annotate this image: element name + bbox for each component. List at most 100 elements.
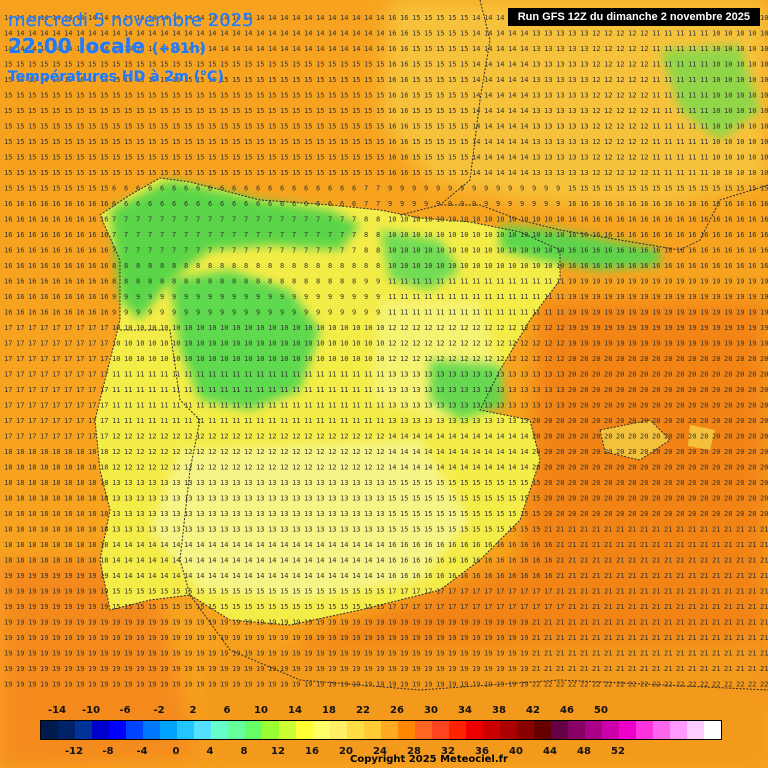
svg-text:19: 19 [4, 665, 12, 673]
svg-text:11: 11 [676, 76, 684, 84]
svg-text:11: 11 [520, 278, 528, 286]
svg-text:14: 14 [496, 92, 504, 100]
svg-text:11: 11 [400, 309, 408, 317]
svg-text:10: 10 [760, 107, 768, 115]
svg-text:13: 13 [328, 510, 336, 518]
svg-text:14: 14 [472, 169, 480, 177]
svg-text:17: 17 [76, 402, 84, 410]
svg-text:9: 9 [160, 293, 164, 301]
svg-text:15: 15 [244, 154, 252, 162]
svg-text:6: 6 [184, 185, 188, 193]
svg-text:15: 15 [112, 588, 120, 596]
svg-text:14: 14 [160, 30, 168, 38]
svg-text:13: 13 [436, 417, 444, 425]
svg-text:20: 20 [592, 479, 600, 487]
svg-text:14: 14 [304, 14, 312, 22]
svg-text:6: 6 [148, 200, 152, 208]
svg-text:21: 21 [616, 634, 624, 642]
svg-text:7: 7 [112, 247, 116, 255]
svg-text:13: 13 [316, 479, 324, 487]
svg-text:15: 15 [604, 185, 612, 193]
svg-text:14: 14 [352, 45, 360, 53]
svg-text:15: 15 [88, 169, 96, 177]
svg-text:17: 17 [16, 433, 24, 441]
svg-text:19: 19 [352, 665, 360, 673]
legend-swatch [330, 721, 347, 739]
legend-swatch [432, 721, 449, 739]
svg-text:18: 18 [88, 541, 96, 549]
svg-text:13: 13 [544, 92, 552, 100]
svg-text:20: 20 [688, 417, 696, 425]
svg-text:19: 19 [496, 619, 504, 627]
svg-text:16: 16 [64, 262, 72, 270]
svg-text:16: 16 [700, 262, 708, 270]
svg-text:19: 19 [724, 293, 732, 301]
svg-text:14: 14 [4, 30, 12, 38]
svg-text:11: 11 [652, 154, 660, 162]
svg-text:16: 16 [388, 138, 396, 146]
svg-text:19: 19 [28, 634, 36, 642]
svg-text:10: 10 [496, 216, 504, 224]
svg-text:14: 14 [208, 557, 216, 565]
svg-text:10: 10 [724, 154, 732, 162]
svg-text:19: 19 [88, 650, 96, 658]
svg-text:6: 6 [160, 200, 164, 208]
svg-text:20: 20 [760, 479, 768, 487]
svg-text:10: 10 [724, 92, 732, 100]
svg-text:12: 12 [628, 30, 636, 38]
svg-text:15: 15 [208, 76, 216, 84]
svg-text:17: 17 [4, 355, 12, 363]
svg-text:14: 14 [328, 541, 336, 549]
svg-text:20: 20 [556, 433, 564, 441]
svg-text:15: 15 [328, 169, 336, 177]
svg-text:21: 21 [592, 603, 600, 611]
svg-text:10: 10 [760, 76, 768, 84]
svg-text:17: 17 [28, 386, 36, 394]
svg-text:13: 13 [460, 417, 468, 425]
svg-text:14: 14 [472, 154, 480, 162]
svg-text:10: 10 [748, 154, 756, 162]
svg-text:13: 13 [448, 371, 456, 379]
svg-text:21: 21 [604, 634, 612, 642]
svg-text:15: 15 [268, 61, 276, 69]
svg-text:14: 14 [484, 138, 492, 146]
svg-text:19: 19 [4, 603, 12, 611]
svg-text:7: 7 [148, 231, 152, 239]
svg-text:21: 21 [664, 634, 672, 642]
svg-text:9: 9 [328, 309, 332, 317]
svg-text:16: 16 [76, 278, 84, 286]
svg-text:19: 19 [16, 572, 24, 580]
svg-text:19: 19 [724, 340, 732, 348]
svg-text:16: 16 [400, 92, 408, 100]
svg-text:15: 15 [460, 61, 468, 69]
svg-text:19: 19 [52, 572, 60, 580]
svg-text:8: 8 [376, 216, 380, 224]
svg-text:13: 13 [112, 510, 120, 518]
svg-text:19: 19 [748, 293, 756, 301]
svg-text:14: 14 [220, 45, 228, 53]
svg-text:22: 22 [568, 681, 576, 689]
svg-text:19: 19 [16, 619, 24, 627]
svg-text:19: 19 [508, 619, 516, 627]
svg-text:15: 15 [412, 510, 420, 518]
svg-text:19: 19 [244, 634, 252, 642]
svg-text:15: 15 [640, 185, 648, 193]
svg-text:16: 16 [40, 293, 48, 301]
svg-text:20: 20 [724, 355, 732, 363]
svg-text:11: 11 [388, 278, 396, 286]
svg-text:13: 13 [268, 479, 276, 487]
svg-text:11: 11 [268, 386, 276, 394]
svg-text:16: 16 [496, 572, 504, 580]
svg-text:15: 15 [160, 169, 168, 177]
svg-text:15: 15 [532, 479, 540, 487]
svg-text:12: 12 [556, 355, 564, 363]
svg-text:15: 15 [436, 107, 444, 115]
svg-text:15: 15 [160, 588, 168, 596]
svg-text:21: 21 [640, 588, 648, 596]
svg-text:8: 8 [340, 278, 344, 286]
svg-text:19: 19 [700, 278, 708, 286]
svg-text:15: 15 [208, 123, 216, 131]
svg-text:14: 14 [364, 14, 372, 22]
svg-text:12: 12 [232, 464, 240, 472]
svg-text:16: 16 [76, 262, 84, 270]
